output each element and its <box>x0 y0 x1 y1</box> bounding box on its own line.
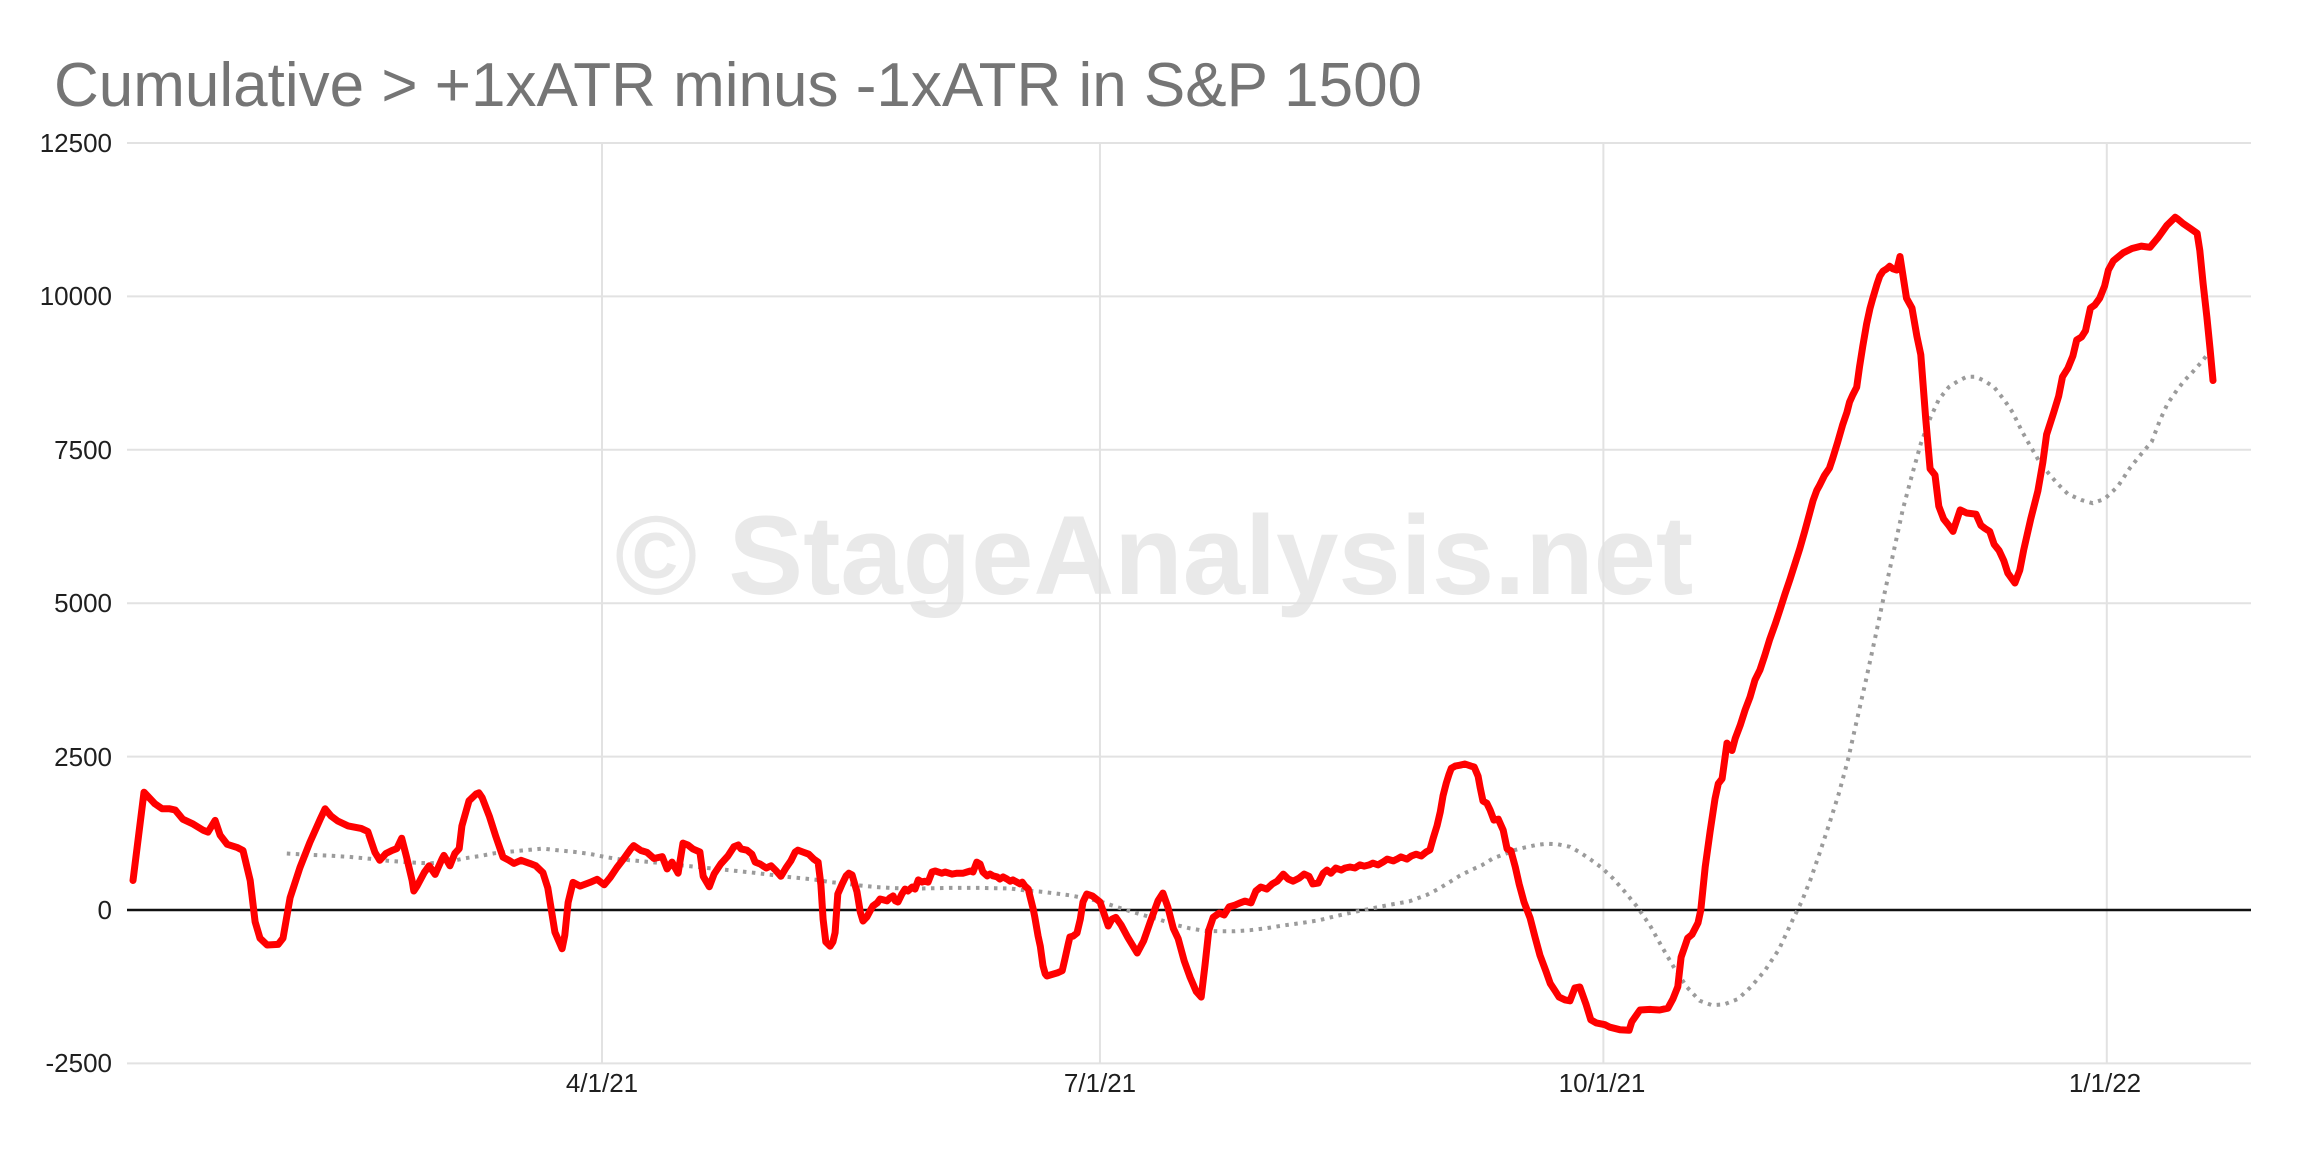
x-axis-tick-label: 4/1/21 <box>565 1068 639 1098</box>
y-axis-tick-label: 7500 <box>54 435 112 465</box>
y-axis-tick-label: 5000 <box>54 588 112 618</box>
y-axis-tick-label: 10000 <box>39 281 112 311</box>
y-axis-tick-label: 0 <box>97 895 112 925</box>
x-axis-tick-label: 1/1/22 <box>2068 1068 2142 1098</box>
watermark-text: © StageAnalysis.net <box>614 493 1694 618</box>
y-axis-tick-label: 2500 <box>54 742 112 772</box>
ma-dotted-line <box>286 347 2214 1008</box>
gridlines <box>127 142 2251 1065</box>
main-series-line <box>129 213 2217 1034</box>
y-axis-tick-label: -2500 <box>45 1048 113 1078</box>
y-axis-tick-label: 12500 <box>39 128 112 158</box>
chart-title: Cumulative > +1xATR minus -1xATR in S&P … <box>54 51 1423 120</box>
x-axis-tick-label: 7/1/21 <box>1063 1068 1137 1098</box>
x-axis-tick-label: 10/1/21 <box>1558 1068 1646 1098</box>
